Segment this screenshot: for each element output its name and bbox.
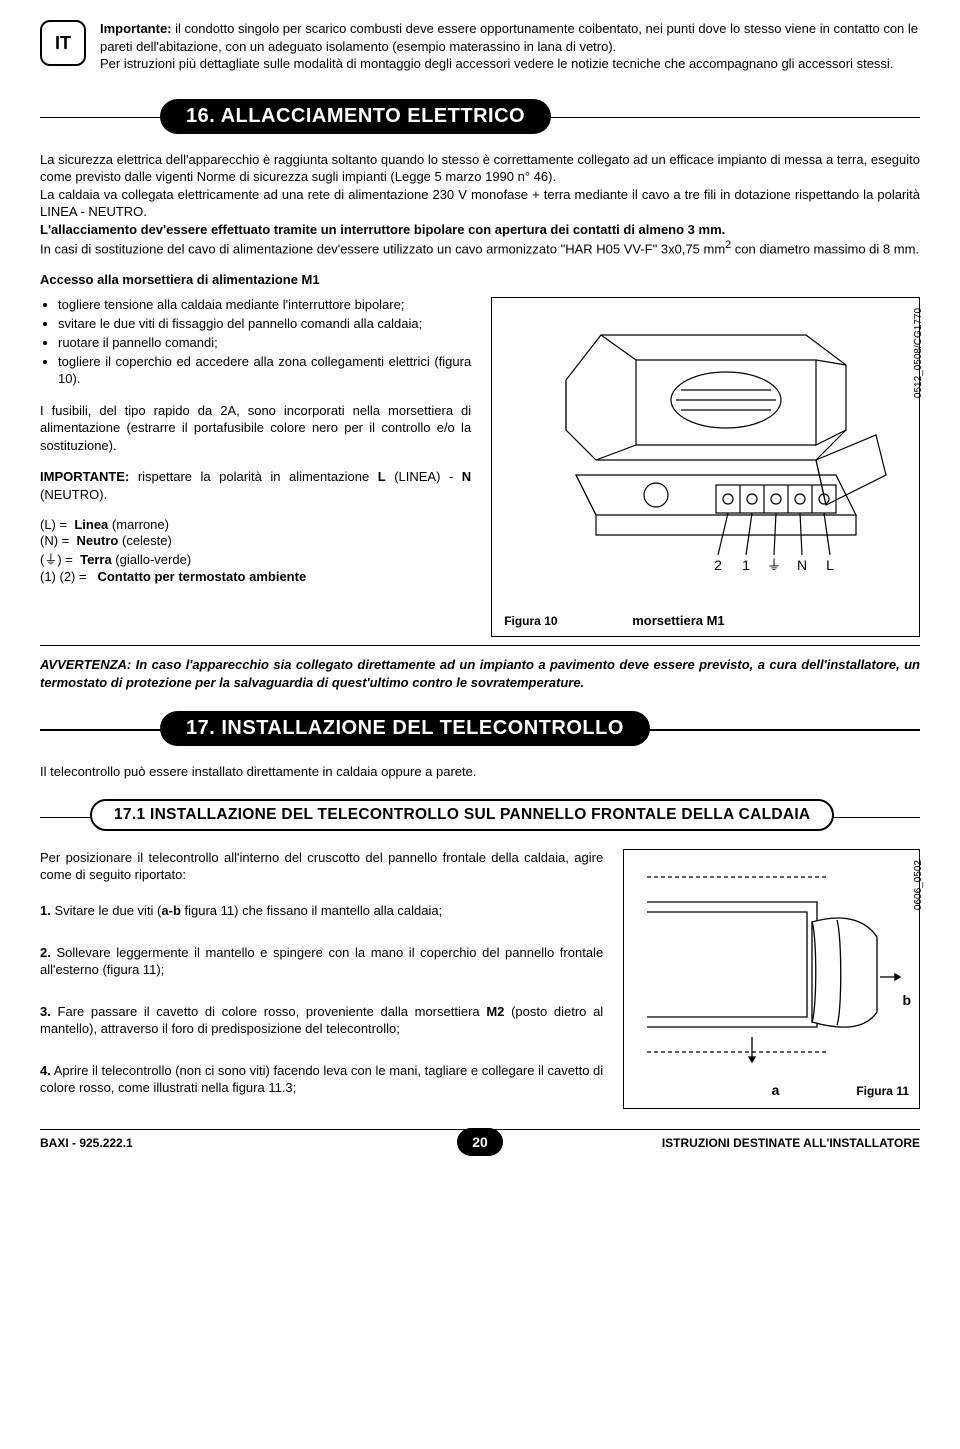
s17-step4: 4. Aprire il telecontrollo (non ci sono …: [40, 1062, 603, 1097]
s17-lead: Per posizionare il telecontrollo all'int…: [40, 849, 603, 884]
figure-11-svg: [637, 862, 907, 1072]
s17-left: Per posizionare il telecontrollo all'int…: [40, 849, 603, 1109]
s16-bullets: togliere tensione alla caldaia mediante …: [58, 297, 471, 387]
page-number: 20: [457, 1128, 503, 1156]
intro-block: IT Importante: il condotto singolo per s…: [40, 20, 920, 73]
legend-n: (N) = Neutro (celeste): [40, 533, 471, 548]
fig10-title: morsettiera M1: [632, 613, 724, 628]
term-lbl-l: L: [826, 557, 834, 573]
s17-step2: 2. Sollevare leggermente il mantello e s…: [40, 944, 603, 979]
s17-step1: 1. Svitare le due viti (a-b figura 11) c…: [40, 902, 603, 920]
term-lbl-2: 2: [714, 557, 722, 573]
s16-body: La sicurezza elettrica dell'apparecchio …: [40, 151, 920, 259]
footer-page: 20: [457, 1128, 503, 1156]
two-col-s17: Per posizionare il telecontrollo all'int…: [40, 849, 920, 1109]
divider-1: [40, 645, 920, 646]
s17-step3: 3. Fare passare il cavetto di colore ros…: [40, 1003, 603, 1038]
section-17-title: 17. INSTALLAZIONE DEL TELECONTROLLO: [160, 711, 650, 746]
s16-b3: ruotare il pannello comandi;: [58, 335, 471, 352]
s16-left: togliere tensione alla caldaia mediante …: [40, 297, 471, 585]
figure-10-box: 0512_0508/CG1770: [491, 297, 920, 637]
legend-l: (L) = Linea (marrone): [40, 517, 471, 532]
footer: BAXI - 925.222.1 20 ISTRUZIONI DESTINATE…: [40, 1129, 920, 1170]
footer-right: ISTRUZIONI DESTINATE ALL'INSTALLATORE: [662, 1136, 920, 1150]
s16-b2: svitare le due viti di fissaggio del pan…: [58, 316, 471, 333]
fig11-label-b: b: [902, 992, 911, 1008]
sub-17-1-wrap: 17.1 INSTALLAZIONE DEL TELECONTROLLO SUL…: [40, 799, 920, 835]
sub-17-1-title: 17.1 INSTALLAZIONE DEL TELECONTROLLO SUL…: [90, 799, 834, 831]
s16-p4a: In casi di sostituzione del cavo di alim…: [40, 242, 725, 257]
s16-b4: togliere il coperchio ed accedere alla z…: [58, 354, 471, 388]
section-16-heading: 16. ALLACCIAMENTO ELETTRICO: [40, 99, 920, 135]
section-16-title: 16. ALLACCIAMENTO ELETTRICO: [160, 99, 551, 134]
fig10-caption: Figura 10: [504, 614, 557, 628]
footer-left: BAXI - 925.222.1: [40, 1136, 133, 1150]
s16-fus: I fusibili, del tipo rapido da 2A, sono …: [40, 402, 471, 455]
s16-p2: La caldaia va collegata elettricamente a…: [40, 187, 920, 220]
s17-intro: Il telecontrollo può essere installato d…: [40, 763, 920, 781]
imp-n: N: [462, 469, 471, 484]
intro-bold: Importante:: [100, 21, 172, 36]
legend-c: (1) (2) = Contatto per termostato ambien…: [40, 569, 471, 584]
intro-text2: Per istruzioni più dettagliate sulle mod…: [100, 56, 893, 71]
imp-bold: IMPORTANTE:: [40, 469, 129, 484]
fig11-label-a: a: [772, 1082, 780, 1098]
legend: (L) = Linea (marrone) (N) = Neutro (cele…: [40, 517, 471, 584]
term-lbl-n: N: [797, 557, 807, 573]
fig11-side-code: 0606_0502: [913, 860, 924, 910]
imp-l: L: [378, 469, 386, 484]
s16-b1: togliere tensione alla caldaia mediante …: [58, 297, 471, 314]
imp-ta: rispettare la polarità in alimentazione: [129, 469, 377, 484]
s16-p4b: con diametro massimo di 8 mm.: [731, 242, 919, 257]
access-subhead: Accesso alla morsettiera di alimentazion…: [40, 272, 920, 287]
legend-t: (⏚) = Terra (giallo-verde): [40, 549, 471, 568]
term-lbl-1: 1: [742, 557, 750, 573]
fig10-side-code: 0512_0508/CG1770: [913, 308, 924, 398]
s16-p3: L'allacciamento dev'essere effettuato tr…: [40, 222, 725, 237]
figure-10-svg: 2 1 ⏚ N L: [506, 310, 906, 600]
term-lbl-gnd: ⏚: [767, 557, 781, 573]
s16-p1: La sicurezza elettrica dell'apparecchio …: [40, 152, 920, 185]
lang-badge: IT: [40, 20, 86, 66]
intro-text1: il condotto singolo per scarico combusti…: [100, 21, 918, 54]
imp-tc: (NEUTRO).: [40, 487, 107, 502]
s16-important: IMPORTANTE: rispettare la polarità in al…: [40, 468, 471, 503]
section-17-heading: 17. INSTALLAZIONE DEL TELECONTROLLO: [40, 711, 920, 747]
figure-11-box: 0606_0502: [623, 849, 920, 1109]
avvertenza: AVVERTENZA: In caso l'apparecchio sia co…: [40, 656, 920, 691]
imp-tb: (LINEA) -: [386, 469, 462, 484]
two-col-s16: togliere tensione alla caldaia mediante …: [40, 297, 920, 637]
fig11-caption: Figura 11: [856, 1084, 909, 1098]
s17-steps: 1. Svitare le due viti (a-b figura 11) c…: [40, 902, 603, 1097]
page: IT Importante: il condotto singolo per s…: [0, 0, 960, 1190]
